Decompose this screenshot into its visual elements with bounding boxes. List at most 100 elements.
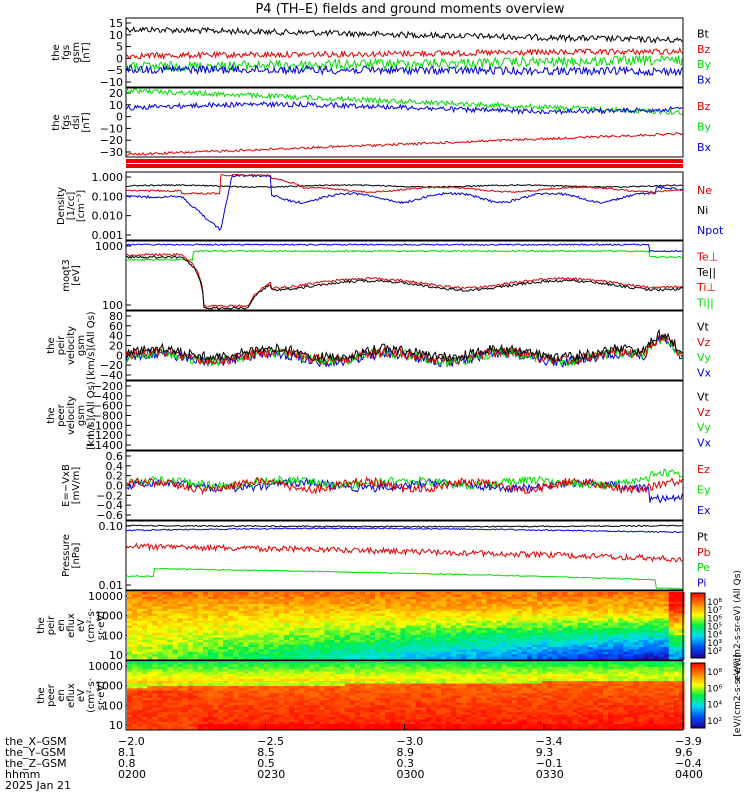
spectrogram-cell xyxy=(203,726,209,730)
spectrogram-cell xyxy=(142,637,148,641)
spectrogram-cell xyxy=(167,681,174,685)
spectrogram-cell xyxy=(208,690,214,694)
spectrogram-cell xyxy=(542,635,548,639)
spectrogram-cell xyxy=(375,712,381,716)
spectrogram-cell xyxy=(273,671,280,675)
spectrogram-cell xyxy=(167,712,174,716)
spectrogram-cell xyxy=(319,695,326,699)
spectrogram-cell xyxy=(304,630,310,634)
spectrogram-cell xyxy=(218,606,224,610)
spectrogram-cell xyxy=(263,697,270,701)
spectrogram-cell xyxy=(299,613,305,617)
spectrogram-cell xyxy=(446,596,452,600)
spectrogram-cell xyxy=(192,615,199,619)
spectrogram-cell xyxy=(456,639,462,643)
spectrogram-cell xyxy=(542,608,548,612)
spectrogram-cell xyxy=(410,601,417,605)
spectrogram-cell xyxy=(187,676,194,680)
spectrogram-cell xyxy=(527,608,533,612)
spectrogram-cell xyxy=(365,683,371,687)
spectrogram-cell xyxy=(613,615,619,619)
spectrogram-cell xyxy=(395,639,402,643)
spectrogram-cell xyxy=(314,671,321,675)
spectrogram-cell xyxy=(552,620,558,624)
spectrogram-cell xyxy=(501,608,508,612)
spectrogram-cell xyxy=(420,685,427,689)
spectrogram-cell xyxy=(157,690,164,694)
spectrogram-cell xyxy=(243,632,250,636)
spectrogram-cell xyxy=(324,662,331,665)
spectrogram-cell xyxy=(395,676,402,680)
spectrogram-cell xyxy=(385,707,391,711)
spectrogram-cell xyxy=(410,702,417,706)
spectrogram-cell xyxy=(273,632,280,636)
spectrogram-cell xyxy=(359,649,366,653)
spectrogram-cell xyxy=(294,601,300,605)
spectrogram-cell xyxy=(405,709,412,713)
spectrogram-cell xyxy=(167,697,174,701)
spectrogram-cell xyxy=(284,683,290,687)
spectrogram-cell xyxy=(299,611,305,615)
spectrogram-cell xyxy=(618,644,624,648)
spectrogram-cell xyxy=(354,618,361,622)
spectrogram-cell xyxy=(294,592,300,595)
spectrogram-cell xyxy=(243,635,250,639)
spectrogram-cell xyxy=(435,637,442,641)
spectrogram-cell xyxy=(203,649,209,653)
spectrogram-cell xyxy=(668,611,675,615)
spectrogram-cell xyxy=(344,644,351,648)
spectrogram-cell xyxy=(172,611,179,615)
spectrogram-cell xyxy=(208,685,214,689)
spectrogram-cell xyxy=(299,669,305,673)
series-Te-par xyxy=(125,255,683,310)
spectrogram-cell xyxy=(334,649,341,653)
spectrogram-cell xyxy=(334,644,341,648)
spectrogram-cell xyxy=(268,599,275,603)
spectrogram-cell xyxy=(354,721,361,725)
spectrogram-cell xyxy=(278,601,285,605)
spectrogram-cell xyxy=(182,642,189,646)
spectrogram-cell xyxy=(187,592,194,595)
spectrogram-cell xyxy=(248,674,255,677)
spectrogram-cell xyxy=(476,592,483,595)
spectrogram-cell xyxy=(289,693,295,697)
spectrogram-cell xyxy=(354,695,361,699)
spectrogram-cell xyxy=(592,623,599,627)
spectrogram-cell xyxy=(567,651,574,655)
spectrogram-cell xyxy=(385,596,391,600)
spectrogram-cell xyxy=(182,724,189,728)
spectrogram-cell xyxy=(263,613,270,617)
spectrogram-cell xyxy=(405,644,412,648)
spectrogram-cell xyxy=(268,627,275,631)
spectrogram-cell xyxy=(309,714,315,718)
spectrogram-cell xyxy=(375,681,381,685)
spectrogram-cell xyxy=(329,705,336,709)
spectrogram-cell xyxy=(552,642,558,646)
spectrogram-cell xyxy=(162,693,169,697)
spectrogram-cell xyxy=(405,618,412,622)
spectrogram-cell xyxy=(243,662,250,665)
spectrogram-cell xyxy=(425,700,432,704)
spectrogram-cell xyxy=(284,601,290,605)
spectrogram-cell xyxy=(461,613,467,617)
spectrogram-cell xyxy=(329,606,336,610)
spectrogram-cell xyxy=(420,712,427,716)
spectrogram-cell xyxy=(567,618,574,622)
spectrogram-cell xyxy=(142,632,148,636)
spectrogram-cell xyxy=(284,712,290,716)
spectrogram-cell xyxy=(278,637,285,641)
spectrogram-cell xyxy=(284,695,290,699)
spectrogram-cell xyxy=(238,700,245,704)
spectrogram-cell xyxy=(167,644,174,648)
spectrogram-cell xyxy=(592,625,599,629)
spectrogram-cell xyxy=(147,639,153,643)
spectrogram-cell xyxy=(187,697,194,701)
colorbar xyxy=(690,662,706,729)
spectrogram-cell xyxy=(435,599,442,603)
spectrogram-cell xyxy=(365,666,371,670)
spectrogram-cell xyxy=(162,719,169,723)
spectrogram-cell xyxy=(167,627,174,631)
spectrogram-cell xyxy=(319,649,326,653)
spectrogram-cell xyxy=(309,644,315,648)
spectrogram-cell xyxy=(370,632,376,636)
